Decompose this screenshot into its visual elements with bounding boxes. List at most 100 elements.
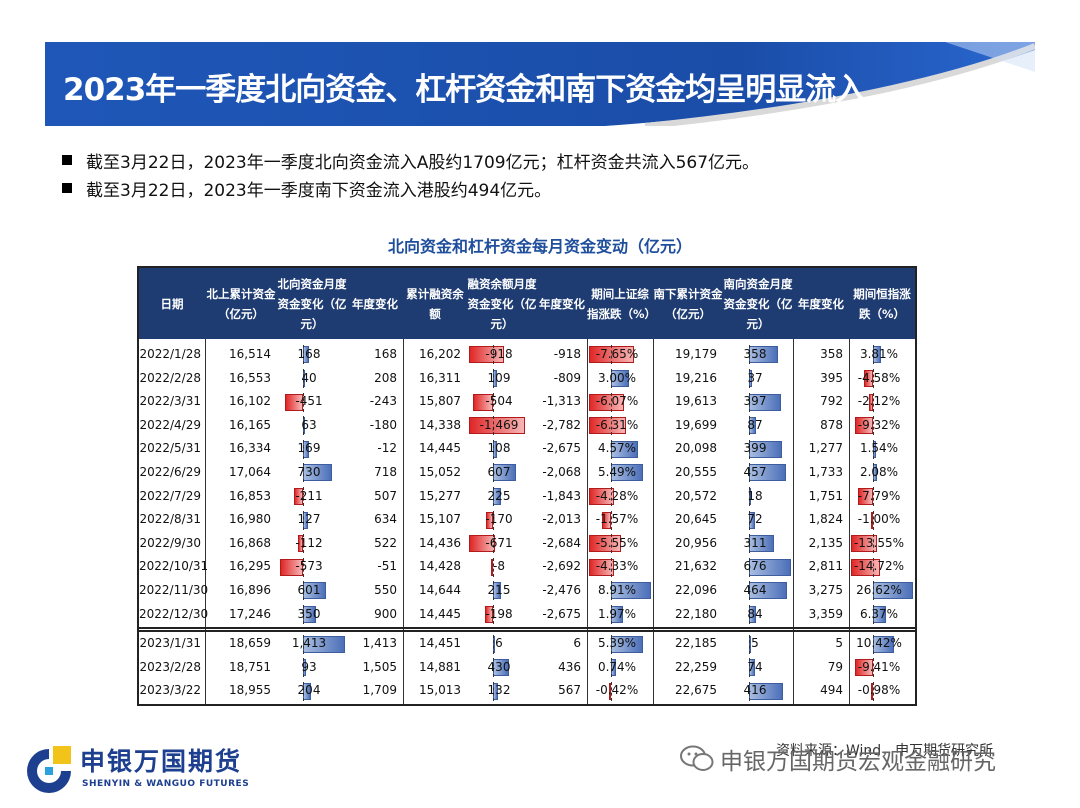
data-bar	[473, 393, 493, 411]
cell-hsi-change: 10.42%	[856, 636, 902, 651]
cell-south-monthly: 358	[743, 347, 767, 361]
bar-axis-line	[748, 534, 750, 554]
cell-north-annual: -51	[377, 559, 397, 574]
cell-north-monthly: 168	[297, 347, 321, 361]
data-bar	[589, 535, 622, 553]
cell-hsi-change: -2.12%	[857, 394, 901, 409]
bullet-item: 截至3月22日，2023年一季度南下资金流入港股约494亿元。	[62, 174, 759, 202]
cell-south-monthly: 18	[747, 488, 763, 503]
cell-margin-monthly: 215	[487, 583, 511, 597]
bar-axis-line	[302, 510, 304, 530]
bar-axis-line	[748, 604, 750, 624]
cell-margin-balance: 14,881	[419, 659, 461, 674]
cell-south-monthly: 399	[743, 441, 767, 456]
cell-south-monthly: 676	[743, 559, 767, 574]
bar-axis-line	[302, 416, 304, 436]
cell-south-cumulative: 22,675	[675, 683, 717, 698]
bar-axis-line	[748, 634, 750, 654]
cell-south-annual: 1,824	[808, 512, 843, 527]
cell-sse-change: 4.57%	[597, 441, 637, 456]
data-bar	[854, 417, 874, 435]
cell-north-monthly: 601	[297, 583, 321, 597]
cell-margin-monthly: 109	[487, 370, 511, 385]
bar-axis-line	[302, 634, 304, 654]
bar-axis-line	[492, 368, 494, 388]
fund-flow-table: 日期 北上累计资金（亿元） 北向资金月度资金变化（亿元） 年度变化 累计融资余额 融资余额…	[137, 266, 917, 706]
bar-axis-line	[302, 681, 304, 701]
cell-sse-change: -4.28%	[595, 488, 639, 503]
cell-south-monthly: 72	[747, 512, 763, 527]
data-bar	[469, 346, 504, 364]
wechat-watermark: 申银万国期货宏观金融研究	[680, 742, 996, 776]
cell-south-cumulative: 22,185	[675, 636, 717, 651]
logo-chinese-text: 申银万国期货	[80, 747, 243, 776]
cell-south-annual: 3,275	[808, 583, 843, 597]
cell-south-monthly: 37	[747, 370, 763, 385]
data-bar	[854, 659, 874, 677]
bar-axis-line	[748, 368, 750, 388]
data-bar	[851, 558, 880, 576]
cell-south-annual: 358	[820, 347, 843, 361]
bar-axis-line	[492, 345, 494, 365]
cell-date: 2022/5/31	[139, 441, 201, 456]
bar-axis-line	[611, 416, 613, 436]
cell-date: 2023/1/31	[139, 636, 201, 651]
cell-north-annual: 550	[374, 583, 397, 597]
cell-margin-balance: 14,445	[419, 606, 461, 621]
bar-axis-line	[873, 604, 875, 624]
bar-axis-line	[873, 510, 875, 530]
bullet-list: 截至3月22日，2023年一季度北向资金流入A股约1709亿元；杠杆资金共流入5…	[62, 146, 759, 202]
cell-sse-change: 5.49%	[597, 465, 637, 479]
cell-north-cumulative: 16,868	[229, 535, 271, 550]
cell-north-annual: -12	[377, 441, 397, 456]
cell-hsi-change: 3.81%	[859, 347, 899, 361]
data-bar	[490, 558, 493, 576]
cell-margin-annual: -2,675	[542, 441, 581, 456]
cell-margin-monthly: -1,469	[479, 417, 519, 432]
cell-sse-change: -5.55%	[595, 535, 639, 550]
bar-axis-line	[873, 634, 875, 654]
cell-hsi-change: 26.62%	[856, 583, 902, 597]
cell-sse-change: -4.33%	[595, 559, 639, 574]
data-bar	[469, 417, 525, 435]
cell-north-monthly: -451	[295, 394, 323, 409]
cell-hsi-change: 2.08%	[859, 465, 899, 479]
bar-axis-line	[302, 439, 304, 459]
cell-hsi-change: -0.98%	[857, 683, 901, 698]
cell-north-cumulative: 16,334	[229, 441, 271, 456]
cell-north-annual: 634	[374, 512, 397, 527]
cell-south-cumulative: 19,216	[675, 370, 717, 385]
cell-south-monthly: 311	[743, 535, 767, 550]
cell-date: 2022/12/30	[139, 606, 209, 621]
data-bar	[486, 511, 493, 529]
bar-axis-line	[492, 658, 494, 678]
bar-axis-line	[748, 557, 750, 577]
cell-margin-monthly: 225	[487, 488, 511, 503]
cell-margin-monthly: 132	[487, 683, 511, 698]
cell-south-annual: 792	[820, 394, 843, 409]
bar-axis-line	[748, 681, 750, 701]
cell-north-monthly: 40	[301, 370, 317, 385]
cell-margin-monthly: -671	[485, 535, 513, 550]
bar-axis-line	[873, 534, 875, 554]
bar-axis-line	[748, 658, 750, 678]
bar-axis-line	[873, 463, 875, 483]
cell-sse-change: -1.57%	[595, 512, 639, 527]
cell-margin-balance: 14,338	[419, 417, 461, 432]
bar-axis-line	[748, 510, 750, 530]
cell-north-cumulative: 17,064	[229, 465, 271, 479]
bar-axis-line	[302, 557, 304, 577]
cell-south-annual: 79	[827, 659, 843, 674]
cell-south-cumulative: 22,180	[675, 606, 717, 621]
cell-south-annual: 395	[820, 370, 843, 385]
bar-axis-line	[302, 658, 304, 678]
cell-sse-change: 8.91%	[597, 583, 637, 597]
data-bar	[851, 535, 878, 553]
cell-sse-change: -7.65%	[595, 347, 639, 361]
cell-north-annual: 208	[374, 370, 397, 385]
cell-hsi-change: -7.79%	[857, 488, 901, 503]
bar-axis-line	[492, 486, 494, 506]
cell-sse-change: -0.42%	[595, 683, 639, 698]
cell-north-monthly: 93	[301, 659, 317, 674]
bar-axis-line	[302, 581, 304, 601]
